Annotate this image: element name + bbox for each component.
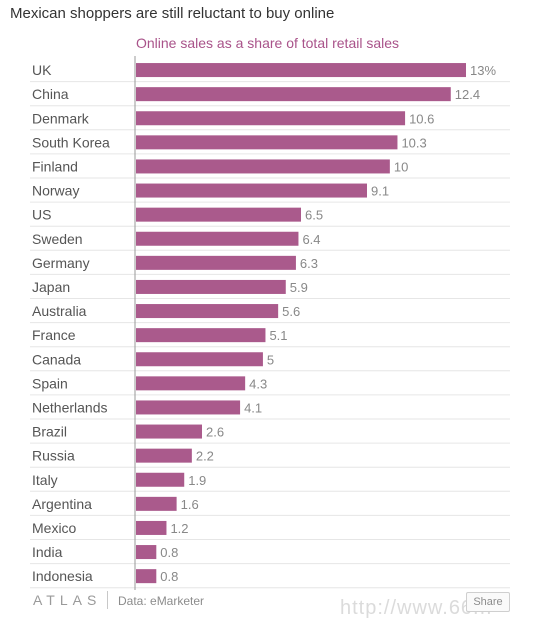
value-label: 6.5 [305, 208, 323, 223]
bar [136, 352, 263, 367]
category-label: Finland [32, 158, 78, 174]
value-label: 5.9 [290, 280, 308, 295]
category-label: Spain [32, 375, 68, 391]
bar [136, 304, 279, 319]
page-title: Mexican shoppers are still reluctant to … [10, 5, 335, 22]
bar [136, 496, 177, 511]
category-label: Sweden [32, 231, 83, 247]
value-label: 9.1 [371, 184, 389, 199]
category-label: US [32, 207, 51, 223]
value-label: 1.2 [170, 521, 188, 536]
category-label: China [32, 86, 69, 102]
bar [136, 159, 390, 174]
category-label: Norway [32, 183, 79, 199]
category-label: Canada [32, 351, 81, 367]
category-label: Germany [32, 255, 90, 271]
value-label: 12.4 [455, 87, 480, 102]
data-source: Data: eMarketer [118, 594, 205, 608]
bar-chart: UK 13% China 12.4 Denmark 10.6 South Korea 10.3… [30, 56, 510, 590]
category-label: Indonesia [32, 568, 93, 584]
category-label: UK [32, 62, 52, 78]
value-label: 5.6 [282, 304, 300, 319]
category-label: Russia [32, 448, 75, 464]
value-label: 10.6 [409, 111, 434, 126]
bar [136, 472, 185, 487]
value-label: 0.8 [160, 545, 178, 560]
bar [136, 569, 157, 584]
category-label: Netherlands [32, 399, 108, 415]
value-label: 6.4 [302, 232, 320, 247]
value-label: 2.2 [196, 449, 214, 464]
bar [136, 279, 286, 294]
bar [136, 424, 202, 439]
chart-title: Online sales as a share of total retail … [136, 35, 400, 51]
value-label: 2.6 [206, 425, 224, 440]
bar [136, 400, 241, 415]
value-label: 10.3 [401, 135, 426, 150]
bar [136, 376, 246, 391]
category-label: Brazil [32, 424, 67, 440]
atlas-logo[interactable]: ATLAS [33, 592, 102, 608]
category-label: India [32, 544, 63, 560]
value-label: 6.3 [300, 256, 318, 271]
bar [136, 207, 301, 222]
value-label: 1.6 [181, 497, 199, 512]
category-label: France [32, 327, 76, 343]
category-label: South Korea [32, 134, 110, 150]
value-label: 5.1 [269, 328, 287, 343]
category-label: Mexico [32, 520, 77, 536]
share-button[interactable]: Share [466, 592, 510, 612]
bar [136, 111, 406, 126]
value-label: 4.3 [249, 376, 267, 391]
bar [136, 448, 192, 463]
footer-divider [107, 591, 108, 609]
bar [136, 520, 167, 535]
watermark: http://www.66... [340, 597, 493, 619]
category-label: Italy [32, 472, 58, 488]
bar [136, 328, 266, 343]
value-label: 1.9 [188, 473, 206, 488]
category-label: Denmark [32, 110, 90, 126]
value-label: 10 [394, 159, 408, 174]
bar [136, 255, 296, 270]
bar [136, 231, 299, 246]
category-label: Japan [32, 279, 70, 295]
bar [136, 135, 398, 150]
category-label: Australia [32, 303, 87, 319]
value-label: 13% [470, 63, 496, 78]
bar [136, 87, 451, 102]
value-label: 5 [267, 352, 274, 367]
category-label: Argentina [32, 496, 92, 512]
bar [136, 545, 157, 560]
bar [136, 63, 466, 78]
value-label: 0.8 [160, 569, 178, 584]
bar [136, 183, 367, 198]
value-label: 4.1 [244, 400, 262, 415]
